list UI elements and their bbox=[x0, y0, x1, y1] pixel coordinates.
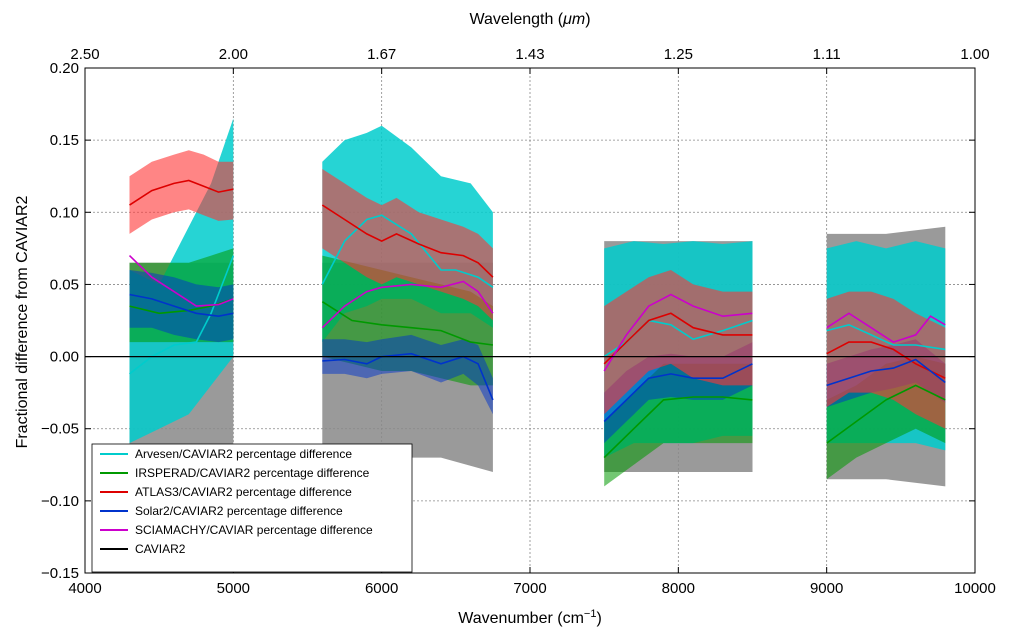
series-line-3 bbox=[322, 352, 494, 401]
axis-ticks: 4000 2.50 5000 2.00 6000 1.67 7000 1.43 8000 1.25… bbox=[41, 46, 996, 597]
series-line-1 bbox=[321, 301, 494, 346]
y-tick-label: 0.15 bbox=[50, 132, 79, 149]
legend-label: IRSPERAD/CAVIAR2 percentage difference bbox=[135, 466, 370, 480]
x-tick-label: 6000 bbox=[365, 580, 398, 597]
series-line-0 bbox=[321, 214, 494, 288]
y-tick-label: 0.10 bbox=[50, 204, 79, 221]
legend-label: Solar2/CAVIAR2 percentage difference bbox=[135, 504, 343, 518]
x-tick-label: 9000 bbox=[810, 580, 843, 597]
y-axis-label: Fractional difference from CAVIAR2 bbox=[14, 195, 31, 448]
series-line-0 bbox=[129, 255, 235, 375]
y-tick-label: 0.20 bbox=[50, 60, 79, 77]
top-axis-label: Wavelength (μm) bbox=[469, 11, 590, 28]
series-line-2 bbox=[129, 179, 234, 206]
top-tick-label: 2.00 bbox=[219, 46, 248, 63]
legend-label: Arvesen/CAVIAR2 percentage difference bbox=[135, 447, 352, 461]
top-tick-label: 1.11 bbox=[813, 46, 841, 63]
uncertainty-bands bbox=[129, 118, 946, 487]
x-tick-label: 7000 bbox=[513, 580, 546, 597]
y-tick-label: 0.00 bbox=[50, 349, 79, 366]
legend: Arvesen/CAVIAR2 percentage difference IRS… bbox=[91, 443, 413, 573]
series-line-2 bbox=[603, 312, 753, 365]
series-line-4 bbox=[128, 255, 234, 307]
legend-box bbox=[91, 443, 413, 573]
series-lines bbox=[85, 179, 975, 459]
series-line-4 bbox=[321, 280, 494, 329]
series-line-4 bbox=[826, 312, 946, 343]
top-tick-label: 2.50 bbox=[70, 46, 99, 63]
legend-label: SCIAMACHY/CAVIAR percentage difference bbox=[135, 523, 373, 537]
series-line-4 bbox=[603, 293, 753, 372]
top-tick-label: 1.00 bbox=[960, 46, 989, 63]
y-tick-label: −0.15 bbox=[41, 565, 79, 582]
series-line-2 bbox=[826, 341, 946, 379]
series-line-3 bbox=[826, 358, 946, 387]
series-line-3 bbox=[129, 293, 234, 318]
series-line-1 bbox=[603, 396, 753, 459]
x-axis-label: Wavenumber (cm−1) bbox=[458, 608, 602, 627]
series-line-0 bbox=[826, 323, 946, 351]
band-3 bbox=[322, 334, 493, 415]
series-line-1 bbox=[826, 384, 946, 444]
band-3 bbox=[129, 270, 234, 343]
x-tick-label: 4000 bbox=[68, 580, 101, 597]
x-tick-label: 10000 bbox=[954, 580, 996, 597]
band-2 bbox=[826, 291, 946, 429]
top-tick-label: 1.43 bbox=[515, 46, 544, 63]
top-tick-label: 1.25 bbox=[664, 46, 693, 63]
legend-label: CAVIAR2 bbox=[135, 542, 186, 556]
top-tick-label: 1.67 bbox=[367, 46, 396, 63]
y-tick-label: 0.05 bbox=[50, 276, 79, 293]
band-2 bbox=[129, 150, 234, 234]
x-tick-label: 5000 bbox=[217, 580, 250, 597]
series-line-3 bbox=[603, 363, 753, 423]
series-line-2 bbox=[321, 204, 494, 278]
y-tick-label: −0.05 bbox=[41, 421, 79, 438]
legend-label: ATLAS3/CAVIAR2 percentage difference bbox=[135, 485, 352, 499]
band-2 bbox=[322, 169, 493, 321]
x-tick-label: 8000 bbox=[662, 580, 695, 597]
y-tick-label: −0.10 bbox=[41, 493, 79, 510]
